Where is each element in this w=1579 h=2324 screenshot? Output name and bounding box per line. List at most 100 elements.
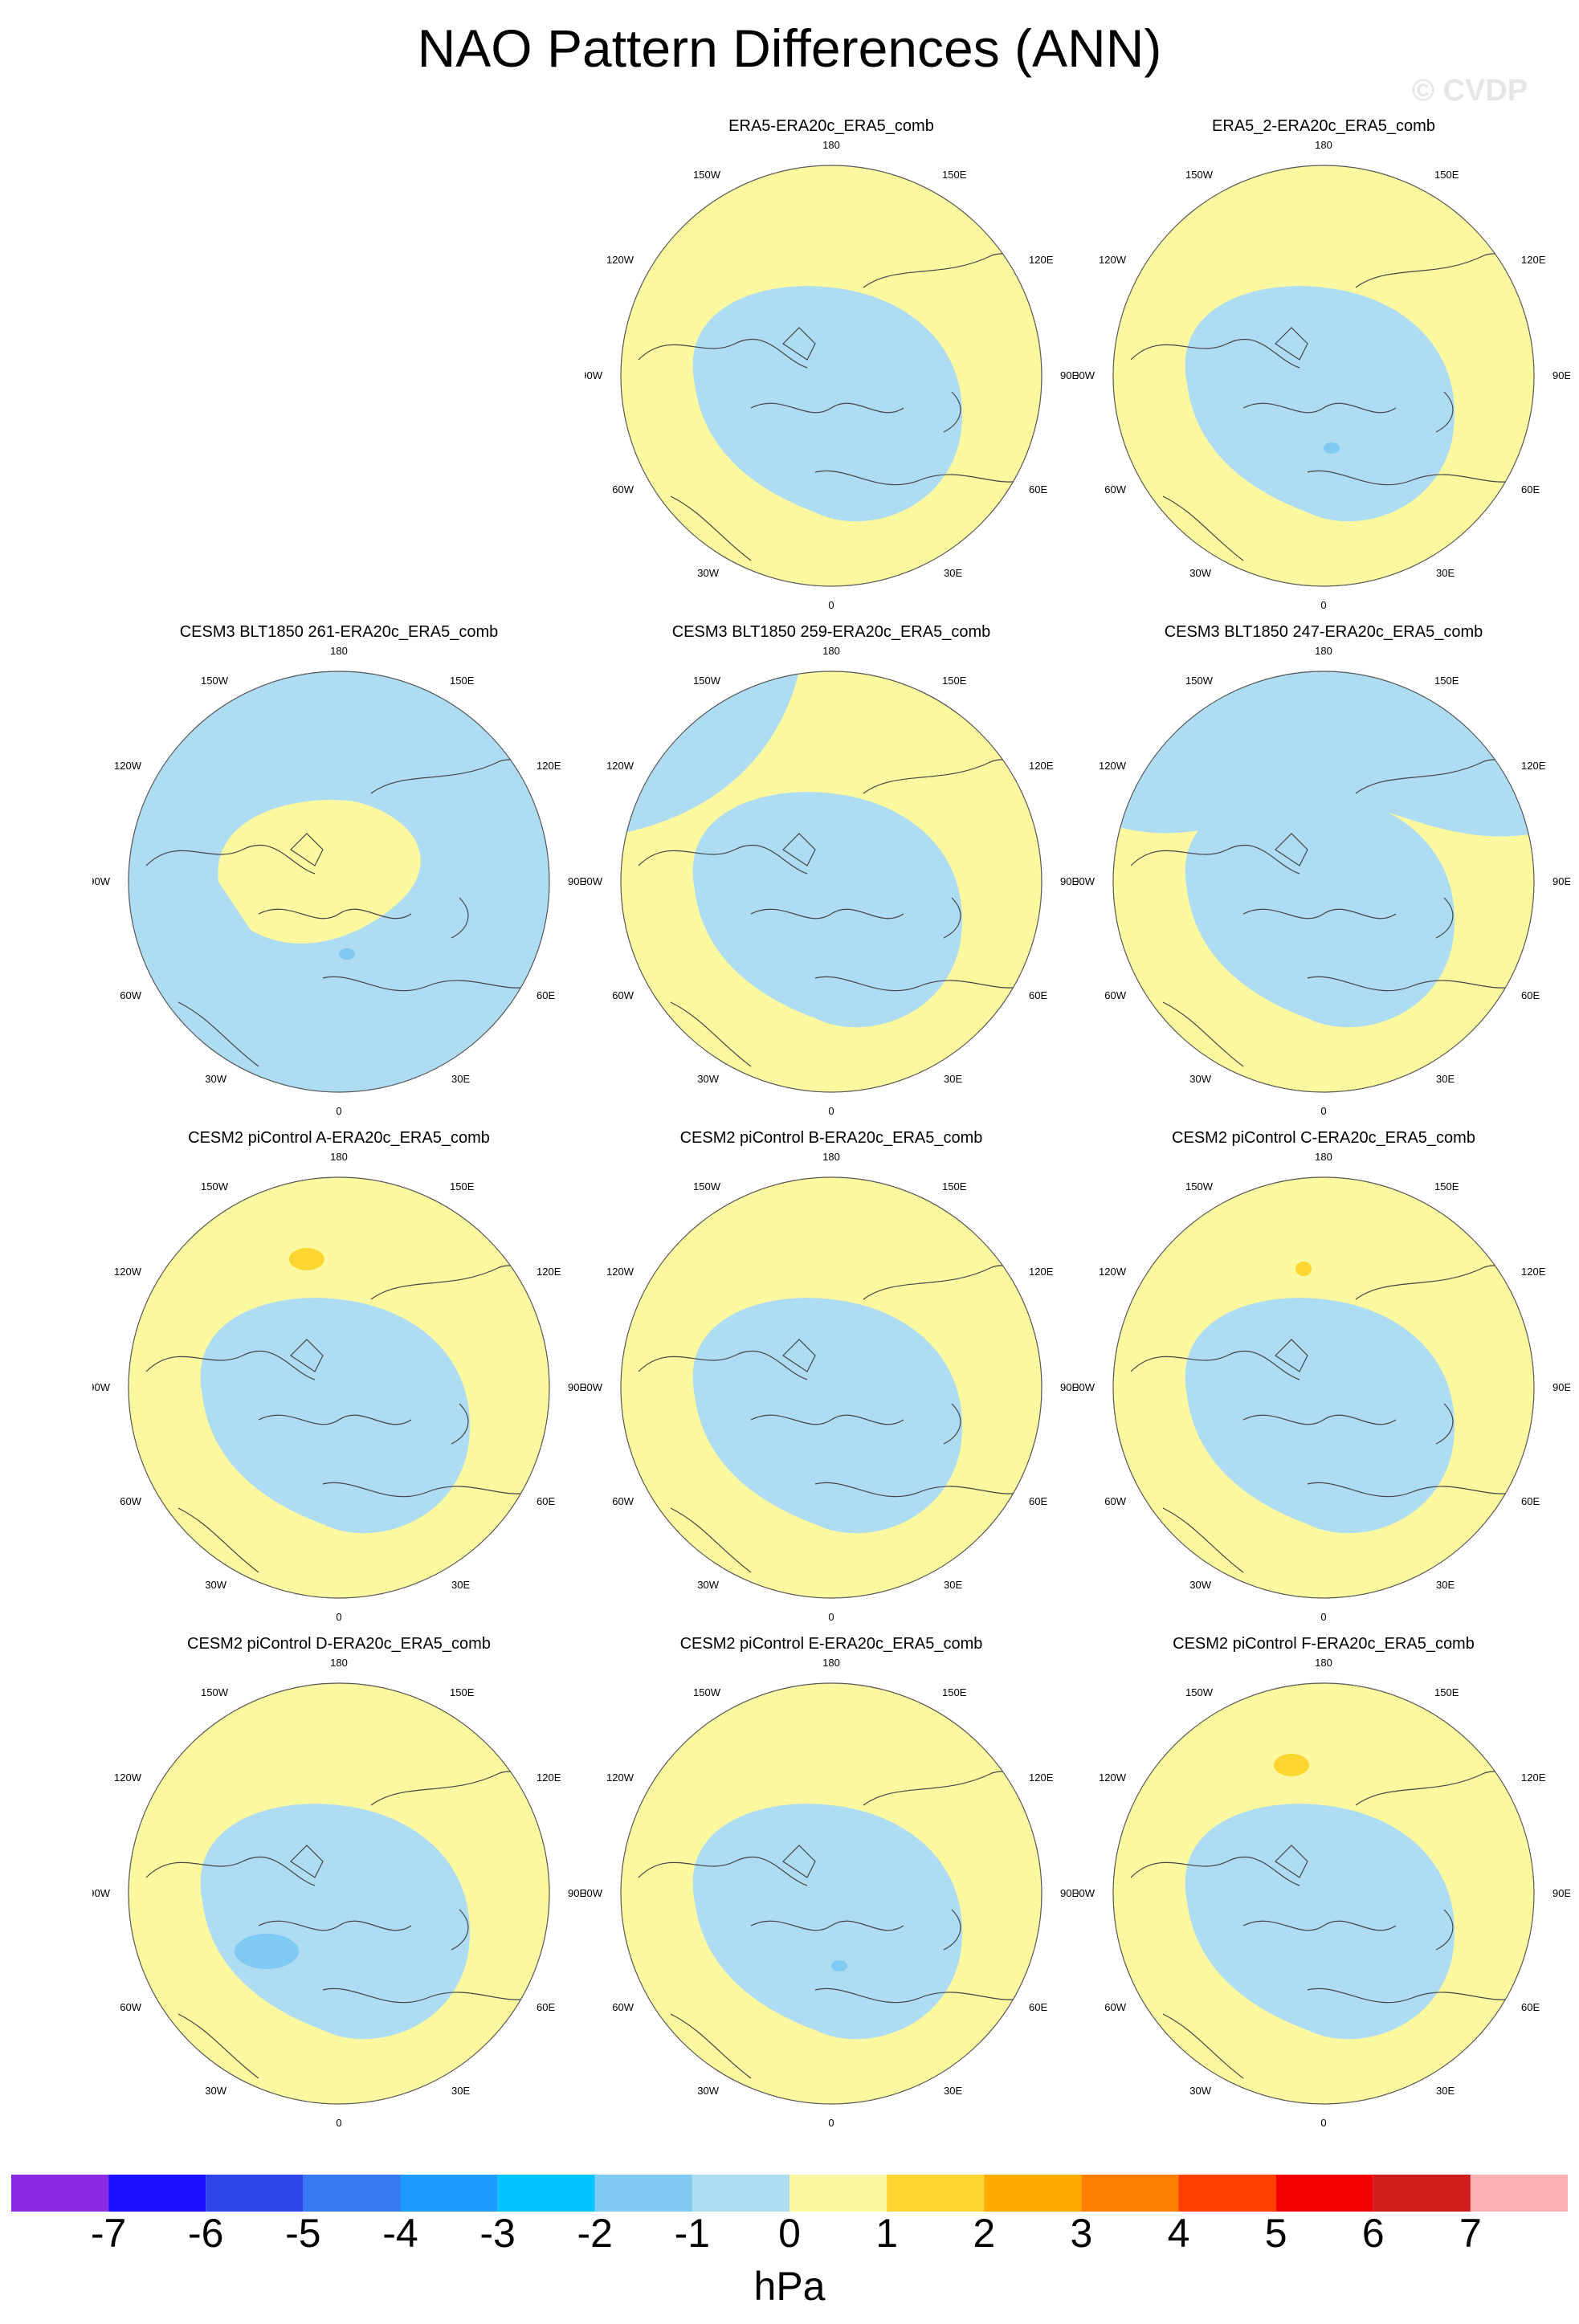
coastline — [670, 495, 752, 561]
coastline — [1130, 338, 1300, 369]
coastline — [1130, 1350, 1300, 1380]
highlight-blob — [1295, 1262, 1312, 1276]
longitude-label: 150E — [1434, 1180, 1459, 1193]
longitude-label: 120E — [1521, 254, 1546, 266]
coastline — [943, 391, 961, 433]
coastline — [782, 1845, 816, 1878]
longitude-label: 30W — [697, 2085, 719, 2097]
longitude-label: 90W — [585, 1381, 603, 1393]
longitude-label: 120E — [537, 1266, 561, 1278]
colorbar-swatch — [11, 2175, 109, 2212]
coastline — [750, 1920, 904, 1931]
longitude-label: 90E — [1552, 1887, 1570, 1899]
panel-title: CESM3 BLT1850 261-ERA20c_ERA5_comb — [179, 623, 499, 641]
longitude-label: 0 — [828, 1105, 834, 1117]
longitude-label: 150W — [693, 675, 721, 687]
longitude-label: 30W — [1189, 1073, 1211, 1085]
map-rim — [128, 1176, 550, 1599]
longitude-label: 90W — [92, 1887, 111, 1899]
longitude-label: 120W — [606, 760, 634, 772]
longitude-label: 120W — [1099, 760, 1127, 772]
panel-title: CESM3 BLT1850 259-ERA20c_ERA5_comb — [671, 623, 991, 641]
coastline — [1307, 1988, 1517, 2004]
longitude-label: 60E — [1029, 989, 1047, 1001]
colorbar-swatch — [984, 2175, 1082, 2212]
central-anomaly — [692, 792, 963, 1028]
colorbar-swatch — [594, 2175, 692, 2212]
colorbar-tick: 7 — [1459, 2211, 1482, 2256]
longitude-label: 60E — [537, 989, 555, 1001]
map-panel: CESM2 piControl E-ERA20c_ERA5_comb 180 150… — [585, 1635, 1078, 2141]
central-anomaly — [200, 1804, 471, 2040]
coastline — [638, 338, 808, 369]
longitude-label: 180 — [330, 1151, 348, 1163]
longitude-label: 60W — [612, 483, 634, 495]
colorbar-swatch — [400, 2175, 498, 2212]
longitude-label: 180 — [1315, 139, 1332, 151]
map-rim — [620, 1682, 1042, 2105]
longitude-label: 60W — [120, 1495, 141, 1507]
longitude-label: 180 — [822, 1657, 840, 1669]
longitude-label: 30E — [1436, 567, 1455, 579]
pacific-anomaly — [129, 671, 549, 837]
colorbar-swatch — [206, 2175, 304, 2212]
coastline — [814, 470, 1025, 486]
longitude-label: 90W — [585, 369, 603, 381]
longitude-label: 60W — [612, 1495, 634, 1507]
longitude-label: 150E — [942, 169, 967, 181]
watermark: © CVDP — [1412, 74, 1528, 108]
highlight-blob — [235, 1934, 299, 1969]
longitude-label: 120W — [114, 1772, 142, 1784]
polar-map: 180 150E 120E 90E 60E 30E 0 30W 60W 90W 120W 150W — [585, 1657, 1078, 2129]
longitude-label: 180 — [822, 139, 840, 151]
longitude-label: 90E — [568, 875, 585, 887]
colorbar-tick: 3 — [1070, 2211, 1093, 2256]
polar-map: 180 150E 120E 90E 60E 30E 0 30W 60W 90W 120W 150W — [585, 1151, 1078, 1623]
longitude-label: 0 — [336, 1611, 341, 1623]
colorbar-tick: -5 — [285, 2211, 321, 2256]
coastline — [1242, 908, 1397, 919]
longitude-label: 30W — [1189, 2085, 1211, 2097]
coastline — [750, 1414, 904, 1425]
longitude-label: 30W — [205, 1579, 226, 1591]
map-panel: ERA5_2-ERA20c_ERA5_comb 180 150E 120E 90E 60E… — [1077, 117, 1570, 623]
coastline — [322, 1482, 532, 1498]
longitude-label: 0 — [828, 1611, 834, 1623]
longitude-label: 30W — [697, 1073, 719, 1085]
highlight-blob — [831, 1960, 847, 1971]
coastline — [1307, 470, 1517, 486]
figure-title: NAO Pattern Differences (ANN) — [417, 18, 1162, 78]
longitude-label: 60E — [1029, 2001, 1047, 2013]
coastline — [943, 1909, 961, 1951]
longitude-label: 60E — [1521, 483, 1540, 495]
longitude-label: 120W — [1099, 254, 1127, 266]
map-rim — [128, 671, 550, 1093]
central-anomaly — [1185, 1804, 1455, 2040]
central-anomaly — [692, 1298, 963, 1534]
colorbar-swatch — [887, 2175, 985, 2212]
coastline — [670, 1001, 752, 1067]
longitude-label: 60W — [612, 989, 634, 1001]
coastline — [145, 844, 316, 875]
longitude-label: 120W — [114, 1266, 142, 1278]
colorbar-swatch — [692, 2175, 790, 2212]
coastline — [1307, 976, 1517, 992]
coastline — [1242, 402, 1397, 414]
longitude-label: 150W — [201, 675, 229, 687]
colorbar-ticks: -7 -6 -5 -4 -3 -2 -1 0 1 2 3 4 5 6 7 — [0, 2208, 1579, 2265]
coastline — [814, 976, 1025, 992]
longitude-label: 120W — [606, 1266, 634, 1278]
longitude-label: 90E — [1552, 369, 1570, 381]
longitude-label: 90W — [1077, 369, 1096, 381]
polar-map: 180 150E 120E 90E 60E 30E 0 30W 60W 90W 120W 150W — [1077, 139, 1570, 611]
longitude-label: 0 — [1320, 1611, 1326, 1623]
longitude-label: 90E — [1060, 1381, 1078, 1393]
longitude-label: 60W — [1104, 1495, 1126, 1507]
colorbar-tick: 5 — [1264, 2211, 1287, 2256]
longitude-label: 90W — [1077, 875, 1096, 887]
coastline — [943, 1403, 961, 1445]
coastline — [258, 908, 412, 919]
pacific-anomaly — [1113, 671, 1534, 837]
longitude-label: 60W — [120, 989, 141, 1001]
longitude-label: 30E — [1436, 1579, 1455, 1591]
